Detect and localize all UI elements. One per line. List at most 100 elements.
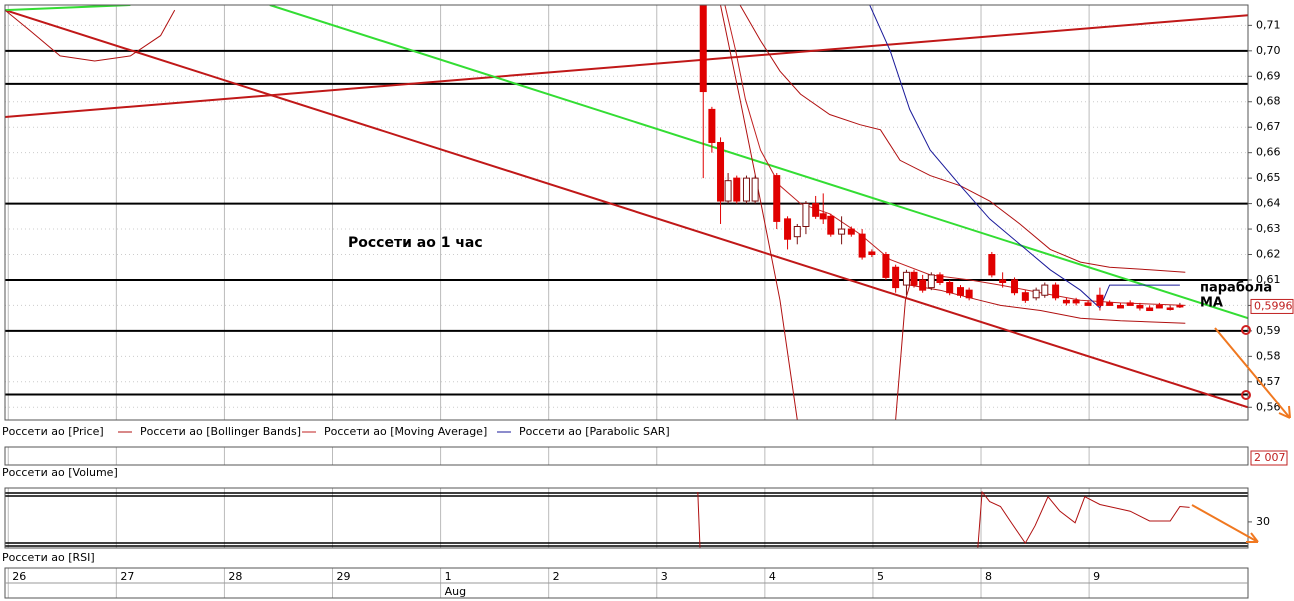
x-tick-label: 8 xyxy=(985,570,992,583)
volume-frame xyxy=(4,446,1249,466)
y-tick-label: 0,67 xyxy=(1256,120,1281,133)
legend-label: Россети ао [Price] xyxy=(2,425,104,438)
candle-body xyxy=(1084,302,1092,306)
candle-body xyxy=(882,254,890,278)
candle-body xyxy=(1096,294,1104,306)
candle-body xyxy=(717,141,725,202)
x-tick-label: 2 xyxy=(553,570,560,583)
candle-body xyxy=(708,108,716,143)
panel-label: Россети ао [RSI] xyxy=(2,551,95,564)
rsi-line xyxy=(697,490,1190,549)
y-tick-label: 0,62 xyxy=(1256,248,1281,261)
candle-body xyxy=(919,279,927,291)
candle-body xyxy=(1052,284,1060,299)
y-tick-label: 0,70 xyxy=(1256,44,1281,57)
trend-line xyxy=(5,5,131,12)
candle-body xyxy=(838,228,846,235)
candle-body xyxy=(751,177,759,202)
panel-label: Россети ао [Volume] xyxy=(2,466,118,479)
trend-line xyxy=(5,14,1248,118)
candle-body xyxy=(1116,304,1124,309)
y-tick-label: 0,59 xyxy=(1256,324,1281,337)
y-tick-label: 0,71 xyxy=(1256,18,1281,31)
candle-body xyxy=(1155,304,1163,309)
volume-tag-label: 2 007 xyxy=(1254,451,1286,464)
price-tag-label: 0,5996 xyxy=(1254,299,1293,312)
candle-body xyxy=(724,180,732,202)
price-tag xyxy=(1250,298,1294,314)
candle-body xyxy=(1126,302,1134,306)
candle-body xyxy=(784,218,792,240)
indicator-line xyxy=(724,5,1186,306)
x-tick-label: 28 xyxy=(228,570,242,583)
y-tick-label: 0,56 xyxy=(1256,400,1281,413)
arrows xyxy=(1191,327,1291,543)
y-tick-label: 0,58 xyxy=(1256,349,1281,362)
candle-body xyxy=(802,203,810,228)
candle-body xyxy=(902,271,910,286)
candle-body xyxy=(892,266,900,289)
candle-body xyxy=(1166,307,1174,310)
candle-body xyxy=(927,274,935,289)
alert-marker xyxy=(1241,390,1251,400)
y-tick-label: 0,64 xyxy=(1256,197,1281,210)
candle-body xyxy=(1041,284,1049,296)
candle-body xyxy=(1072,299,1080,304)
candle-body xyxy=(1062,299,1070,304)
y-tick-label: 0,61 xyxy=(1256,273,1281,286)
volume-tag xyxy=(1250,450,1288,466)
indicator-line xyxy=(5,5,1186,420)
legend-label: Россети ао [Moving Average] xyxy=(324,425,487,438)
y-tick-label: 0,68 xyxy=(1256,95,1281,108)
annotation: MA xyxy=(1200,296,1223,311)
candle-body xyxy=(1146,307,1154,312)
candle-body xyxy=(1021,292,1029,301)
candle-body xyxy=(1032,289,1040,299)
x-tick-label: 9 xyxy=(1093,570,1100,583)
candle-body xyxy=(733,177,741,202)
candle-body xyxy=(847,228,855,235)
candle-body xyxy=(812,203,820,217)
arrow xyxy=(1214,327,1291,419)
annotation: парабола xyxy=(1200,281,1272,296)
y-tick-label: 0,63 xyxy=(1256,222,1281,235)
candle-body xyxy=(773,175,781,222)
chart-title: Россети ао 1 час xyxy=(348,235,483,251)
rsi-frame xyxy=(4,487,1249,549)
price-frame xyxy=(4,4,1249,421)
trend-line xyxy=(269,5,1248,320)
x-tick-label: 3 xyxy=(661,570,668,583)
candle-body xyxy=(946,282,954,294)
candle-body xyxy=(999,279,1007,284)
candle-body xyxy=(956,287,964,296)
candle-body xyxy=(827,215,835,235)
x-tick-label: 4 xyxy=(769,570,776,583)
y-tick-label: 30 xyxy=(1256,515,1270,528)
legend-label: Россети ао [Bollinger Bands] xyxy=(140,425,301,438)
y-tick-label: 0,69 xyxy=(1256,69,1281,82)
x-tick-label: 5 xyxy=(877,570,884,583)
y-tick-label: 0,66 xyxy=(1256,146,1281,159)
arrow xyxy=(1191,504,1259,543)
candle-body xyxy=(793,226,801,238)
candle-body xyxy=(965,289,973,299)
candle-body xyxy=(1176,304,1184,308)
candle-body xyxy=(1136,304,1144,309)
x-tick-label: 29 xyxy=(337,570,351,583)
trend-line xyxy=(5,9,1248,409)
candle-body xyxy=(936,274,944,284)
candle-body xyxy=(868,251,876,256)
candle-body xyxy=(1106,302,1114,306)
legend-label: Россети ао [Parabolic SAR] xyxy=(519,425,670,438)
y-tick-label: 0,65 xyxy=(1256,171,1281,184)
candle-body xyxy=(742,177,750,202)
candle-body xyxy=(858,233,866,258)
x-tick-label: 1 xyxy=(445,570,452,583)
x-tick-label: 26 xyxy=(12,570,26,583)
x-month-label: Aug xyxy=(445,585,466,598)
candle-body xyxy=(910,271,918,286)
candle-body xyxy=(988,254,996,276)
candle-body xyxy=(699,5,707,93)
candle-body xyxy=(819,213,827,220)
